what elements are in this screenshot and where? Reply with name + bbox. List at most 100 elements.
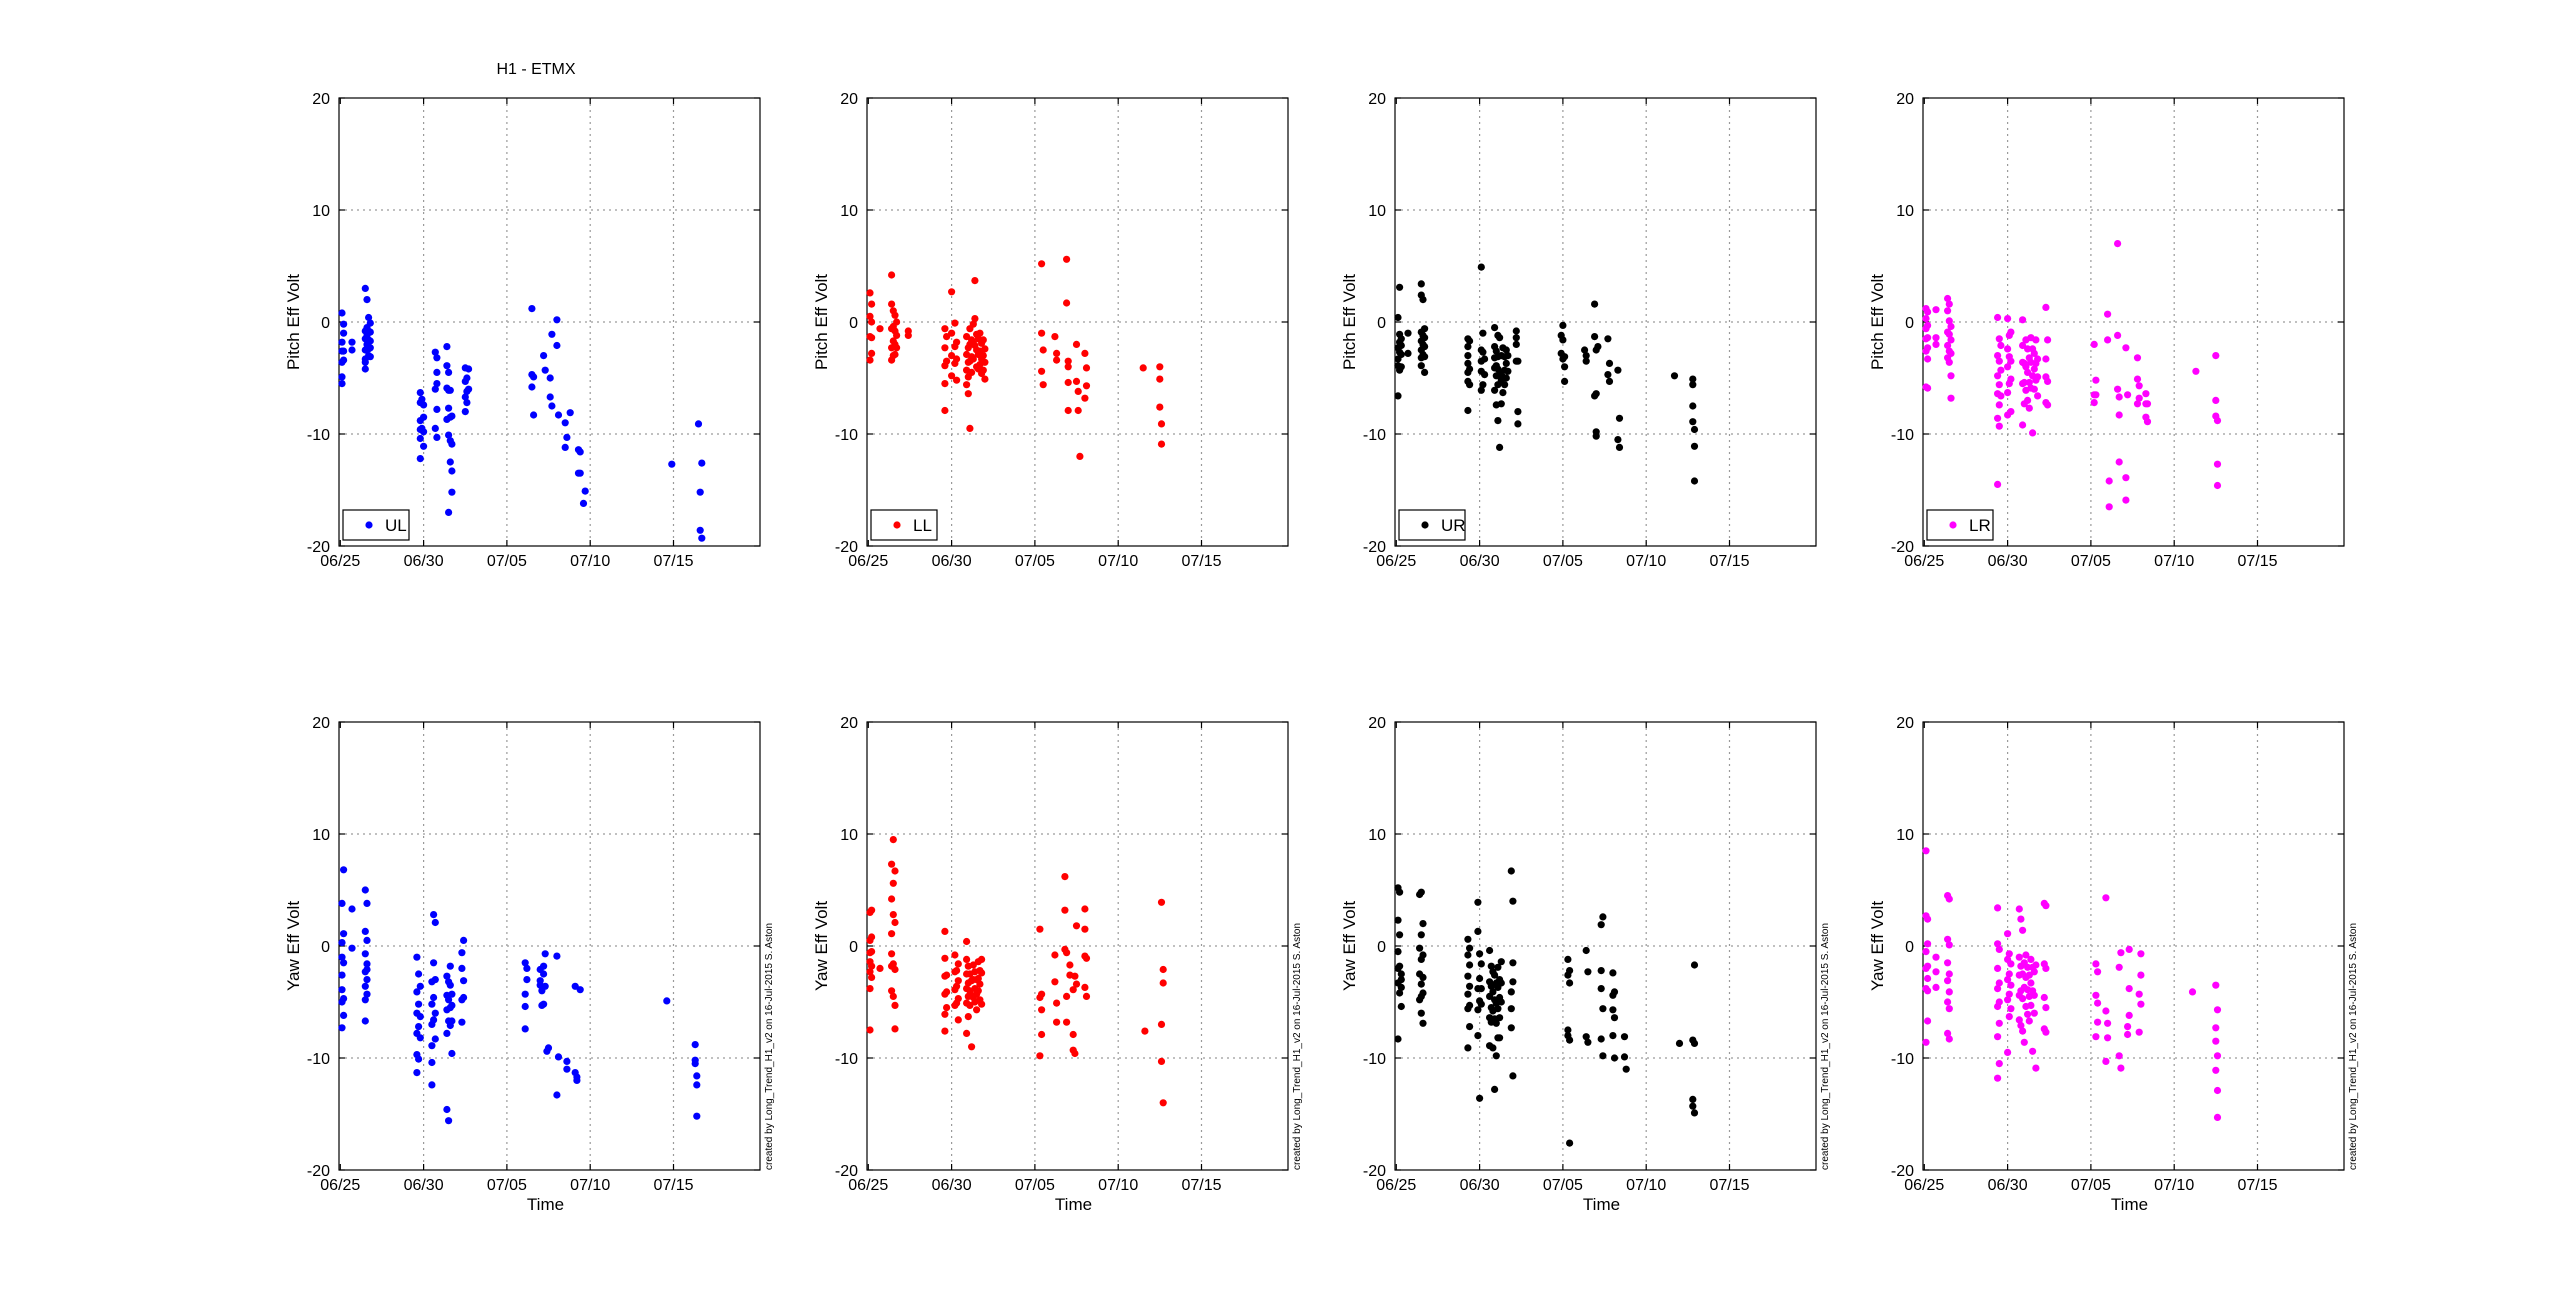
data-point <box>2122 474 2130 482</box>
data-point <box>363 936 371 945</box>
data-point <box>521 959 529 967</box>
data-point <box>528 383 536 391</box>
data-point <box>1994 372 2002 380</box>
data-point <box>1994 964 2002 973</box>
data-point <box>1604 371 1612 379</box>
data-point <box>1502 346 1510 354</box>
data-point <box>1609 969 1617 977</box>
data-point <box>1417 931 1425 939</box>
data-point <box>2030 968 2038 976</box>
data-point <box>415 1055 423 1063</box>
tick-label-x: 06/25 <box>1904 553 1944 570</box>
data-point <box>1945 358 1953 366</box>
data-point <box>698 459 706 467</box>
data-point <box>948 329 956 337</box>
tick-label-y: 10 <box>1368 203 1386 220</box>
data-point <box>1464 951 1472 959</box>
data-point <box>1561 353 1569 361</box>
data-point <box>2004 345 2012 353</box>
data-point <box>338 380 346 388</box>
data-point <box>413 1069 421 1077</box>
data-point <box>433 368 441 376</box>
data-point <box>2133 375 2142 383</box>
data-point <box>1466 337 1474 345</box>
data-point <box>868 962 876 970</box>
tick-label-x: 07/15 <box>1181 553 1221 570</box>
data-point <box>1924 940 1932 948</box>
data-point <box>663 997 671 1005</box>
data-point <box>1507 988 1515 996</box>
data-point <box>2092 376 2100 384</box>
tick-label-y: -20 <box>307 539 330 556</box>
data-point <box>348 905 356 913</box>
data-point <box>361 996 369 1004</box>
data-point <box>528 305 536 313</box>
data-point <box>2004 315 2012 323</box>
data-point <box>2032 961 2040 969</box>
data-point <box>460 936 468 945</box>
data-point <box>530 411 538 419</box>
data-point <box>340 1011 348 1020</box>
data-point <box>566 409 574 417</box>
data-point <box>2025 378 2033 387</box>
data-point <box>2007 960 2015 968</box>
data-point <box>2213 1006 2222 1014</box>
data-point <box>1063 1018 1071 1026</box>
data-point <box>416 434 424 443</box>
data-point <box>1492 347 1500 355</box>
data-point <box>1419 920 1427 928</box>
data-point <box>1947 322 1955 331</box>
data-point <box>363 960 371 968</box>
data-point <box>2034 392 2042 400</box>
data-point <box>2044 401 2052 409</box>
tick-label-x: 06/30 <box>404 553 444 570</box>
data-point <box>1157 1020 1166 1028</box>
data-point <box>2019 926 2027 934</box>
data-point <box>1944 935 1952 943</box>
data-point <box>2040 993 2048 1002</box>
tick-label-y: 20 <box>1368 91 1386 108</box>
tick-label-x: 07/10 <box>570 1177 610 1194</box>
data-point <box>458 1018 466 1026</box>
data-point <box>1690 425 1699 434</box>
data-point <box>2105 477 2113 485</box>
data-point <box>876 325 884 333</box>
tick-label-x: 07/05 <box>1543 553 1583 570</box>
tick-label-x: 06/30 <box>1988 1177 2028 1194</box>
tick-label-y: -20 <box>835 1163 858 1180</box>
data-point <box>1591 300 1599 308</box>
data-point <box>1922 948 1930 956</box>
data-point <box>868 349 876 357</box>
data-point <box>340 995 348 1003</box>
tick-label-x: 07/15 <box>1181 1177 1221 1194</box>
data-point <box>2019 1027 2027 1035</box>
tick-label-y: 10 <box>1896 827 1914 844</box>
data-point <box>941 1027 949 1035</box>
data-point <box>868 906 876 914</box>
data-point <box>1072 377 1081 385</box>
tick-label-x: 07/10 <box>2154 553 2194 570</box>
data-point <box>1947 349 1955 357</box>
data-point <box>366 353 374 361</box>
data-point <box>1994 313 2002 322</box>
data-point <box>2125 1011 2133 1020</box>
data-point <box>978 1000 986 1008</box>
data-point <box>1922 315 1930 323</box>
data-point <box>1417 980 1425 988</box>
legend: LR <box>1926 509 1994 541</box>
data-point <box>445 431 453 439</box>
data-point <box>1072 340 1081 348</box>
data-point <box>366 319 374 327</box>
data-point <box>941 325 949 333</box>
data-point <box>1063 255 1071 263</box>
data-point <box>951 319 959 327</box>
data-point <box>1474 1032 1482 1040</box>
data-point <box>2019 995 2027 1003</box>
data-point <box>1995 335 2003 343</box>
data-point <box>2114 331 2122 339</box>
data-point <box>2017 1021 2025 1030</box>
legend-marker <box>1421 521 1429 529</box>
data-point <box>2042 902 2050 910</box>
data-point <box>1494 963 1502 971</box>
data-point <box>1071 1049 1079 1058</box>
